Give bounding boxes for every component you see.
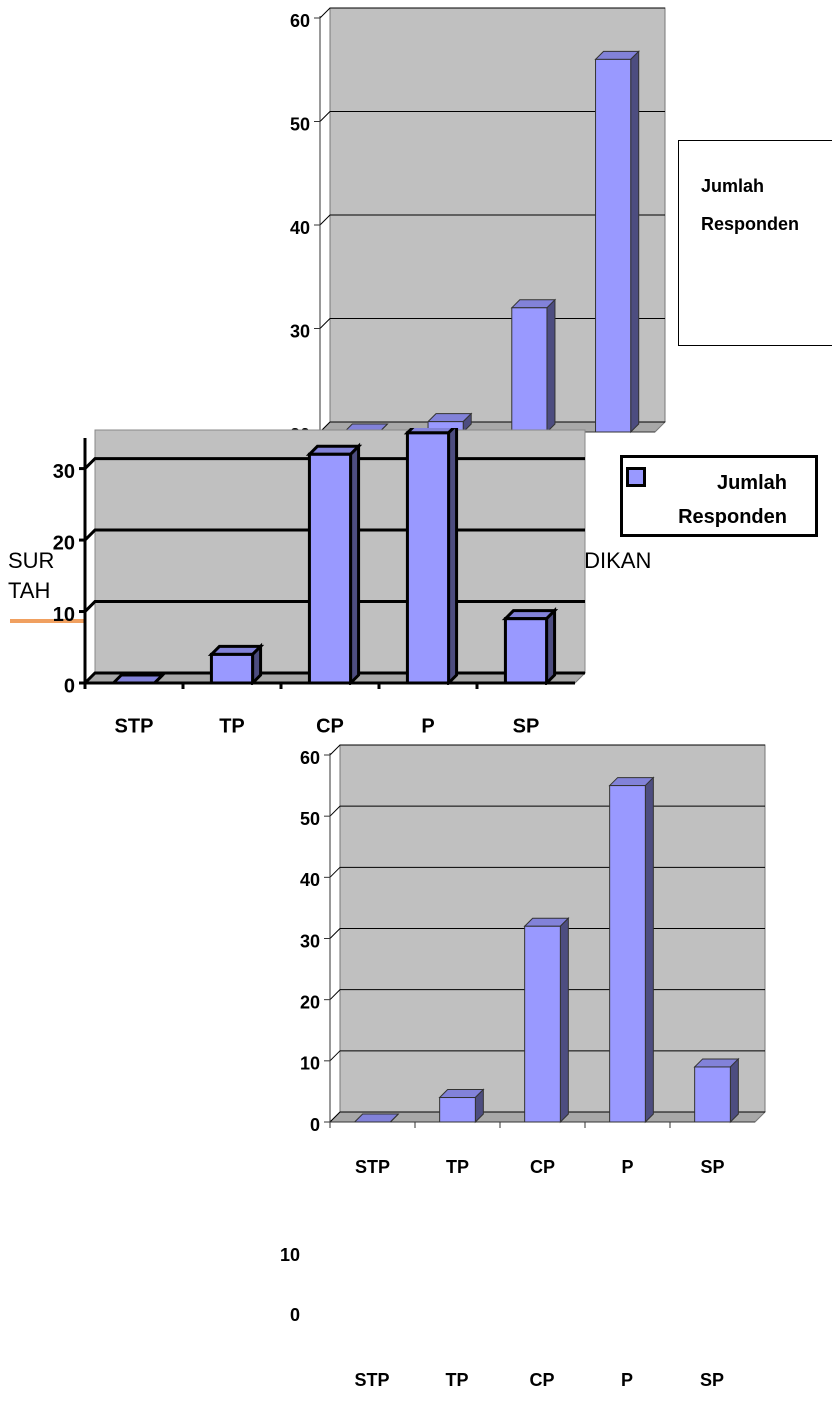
- x-tick-label: SP: [700, 1157, 724, 1177]
- y-tick-label: 30: [290, 321, 310, 341]
- bar-side: [644, 776, 654, 1124]
- x-tick-label: STP: [355, 1157, 390, 1177]
- bar-side: [379, 423, 388, 433]
- background-text: TAH: [8, 578, 50, 603]
- x-tick-label: CP: [529, 1370, 554, 1390]
- x-tick-label: TP: [219, 715, 245, 737]
- legend: Jumlah Responden: [678, 140, 832, 346]
- bar: [503, 617, 549, 685]
- y-tick-label: 40: [290, 218, 310, 238]
- bar-side: [153, 673, 164, 685]
- x-tick-label: CP: [316, 715, 344, 737]
- chart: 0 10 20 30 STP TP CP P SP: [53, 428, 587, 737]
- y-tick-label: 50: [300, 809, 320, 829]
- grid-line: [319, 7, 665, 19]
- bar: [439, 1097, 476, 1123]
- x-tick-label: SP: [513, 715, 540, 737]
- x-tick-label: STP: [354, 1370, 389, 1390]
- background-text: IDIKAN: [578, 548, 651, 573]
- y-tick-label: 30: [300, 931, 320, 951]
- y-tick-label: 50: [290, 114, 310, 134]
- grid-line: [329, 744, 765, 756]
- bar: [405, 431, 451, 685]
- y-tick-label: 30: [53, 461, 75, 483]
- background-text: SUR: [8, 548, 54, 573]
- grid-line: [319, 111, 665, 122]
- x-tick-label: SP: [700, 1370, 724, 1390]
- bars: [109, 428, 559, 685]
- bar: [307, 452, 353, 685]
- bar: [694, 1066, 731, 1123]
- x-tick-label: TP: [446, 1157, 469, 1177]
- x-tick-label: P: [621, 1157, 633, 1177]
- x-tick-label: P: [621, 1370, 633, 1390]
- bar: [511, 307, 548, 433]
- y-tick-label: 0: [310, 1115, 320, 1135]
- bar-side: [630, 50, 640, 434]
- y-tick-label: 60: [300, 748, 320, 768]
- bar: [609, 785, 646, 1123]
- x-tick-label: P: [421, 715, 434, 737]
- y-tick-label: 0: [290, 1305, 300, 1325]
- bar-side: [729, 1057, 739, 1124]
- legend: Jumlah Responden: [620, 455, 818, 537]
- x-tick-label: CP: [530, 1157, 555, 1177]
- x-tick-label: TP: [445, 1370, 468, 1390]
- bar-side: [559, 917, 569, 1124]
- bar: [524, 925, 561, 1123]
- y-tick-label: 20: [53, 532, 75, 554]
- legend-label: Jumlah Responden: [678, 472, 787, 528]
- bars: [353, 776, 740, 1124]
- bar: [209, 652, 255, 685]
- y-tick-label: 0: [64, 675, 75, 697]
- y-tick-label: 10: [53, 604, 75, 626]
- chart: 0 10 20 30 40 50 60 STP TP CP P SP: [300, 744, 767, 1177]
- legend-label: Jumlah Responden: [701, 176, 800, 234]
- y-tick-label: 60: [290, 11, 310, 31]
- bar: [595, 58, 632, 433]
- y-tick-label: 10: [300, 1054, 320, 1074]
- y-tick-label: 10: [280, 1245, 300, 1265]
- bar-side: [546, 298, 556, 434]
- grid-line: [319, 214, 665, 226]
- y-tick-label: 40: [300, 870, 320, 890]
- x-tick-label: STP: [115, 715, 154, 737]
- y-tick-label: 20: [300, 992, 320, 1012]
- legend-swatch: [626, 467, 646, 487]
- bar-side: [389, 1113, 399, 1123]
